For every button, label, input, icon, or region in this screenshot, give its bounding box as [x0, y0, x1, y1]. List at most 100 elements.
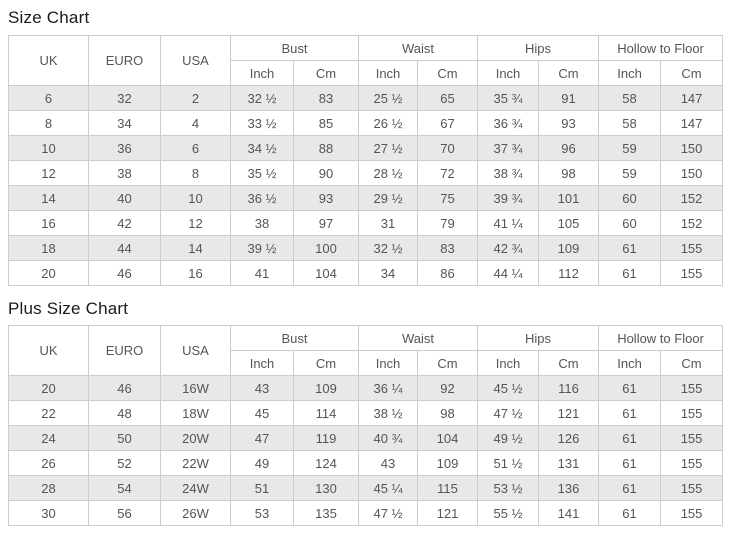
table-cell: 75 — [417, 185, 479, 211]
table-row: 8 34 4 33 ½ 85 26 ½ 67 36 ¾ 93 58 147 — [8, 110, 724, 136]
table-cell: 155 — [660, 450, 724, 476]
table-cell: 155 — [660, 400, 724, 426]
table-cell: 25 ½ — [358, 85, 419, 111]
group-header-bust: Bust — [229, 325, 360, 351]
table-cell: 29 ½ — [358, 185, 419, 211]
table-row: 26 52 22W 49 124 43 109 51 ½ 131 61 155 — [8, 450, 724, 476]
table-cell: 88 — [292, 135, 360, 161]
plus-size-chart-body: 20 46 16W 43 109 36 ¼ 92 45 ½ 116 61 155 22 48 18W 45 1… — [8, 375, 724, 526]
table-cell: 96 — [538, 135, 600, 161]
table-cell: 86 — [417, 260, 479, 286]
table-cell: 36 ½ — [230, 185, 294, 211]
table-cell: 35 ¾ — [477, 85, 540, 111]
table-cell: 112 — [538, 260, 600, 286]
table-cell: 98 — [538, 160, 600, 186]
table-row: 6 32 2 32 ½ 83 25 ½ 65 35 ¾ 91 58 147 — [8, 85, 724, 111]
table-cell: 150 — [660, 160, 724, 186]
table-cell: 45 ½ — [477, 375, 540, 401]
table-cell: 141 — [538, 500, 600, 526]
table-cell: 61 — [598, 260, 662, 286]
plus-size-chart-table: UK EURO USA Bust Waist Hips Hollow to Fl… — [8, 325, 724, 526]
table-cell: 56 — [88, 500, 161, 526]
table-cell: 116 — [538, 375, 600, 401]
table-cell: 126 — [538, 425, 600, 451]
table-cell: 38 — [88, 160, 161, 186]
table-cell: 91 — [538, 85, 600, 111]
table-cell: 60 — [598, 210, 662, 236]
table-cell: 47 ½ — [358, 500, 419, 526]
table-cell: 43 — [230, 375, 294, 401]
unit-header-hollow-inch: Inch — [598, 350, 662, 376]
table-cell: 20W — [160, 425, 231, 451]
table-cell: 26 ½ — [358, 110, 419, 136]
table-cell: 101 — [538, 185, 600, 211]
table-cell: 47 ½ — [477, 400, 540, 426]
unit-header-row: Inch Cm Inch Cm Inch Cm Inch Cm — [9, 60, 724, 86]
table-cell: 50 — [88, 425, 161, 451]
table-cell: 104 — [292, 260, 360, 286]
unit-header-hips-inch: Inch — [477, 350, 540, 376]
table-cell: 53 — [230, 500, 294, 526]
unit-header-bust-inch: Inch — [230, 350, 294, 376]
table-row: 14 40 10 36 ½ 93 29 ½ 75 39 ¾ 101 60 152 — [8, 185, 724, 211]
table-cell: 90 — [292, 160, 360, 186]
unit-header-bust-cm: Cm — [292, 60, 360, 86]
table-cell: 61 — [598, 400, 662, 426]
col-header-euro: EURO — [88, 325, 161, 376]
table-cell: 46 — [88, 260, 161, 286]
table-cell: 22 — [8, 400, 89, 426]
unit-header-bust-inch: Inch — [230, 60, 294, 86]
group-header-row: UK EURO USA Bust Waist Hips Hollow to Fl… — [8, 325, 724, 376]
table-cell: 65 — [417, 85, 479, 111]
table-cell: 20 — [8, 375, 89, 401]
table-row: 30 56 26W 53 135 47 ½ 121 55 ½ 141 61 155 — [8, 500, 724, 526]
table-cell: 43 — [358, 450, 419, 476]
group-header-hips: Hips — [477, 325, 600, 351]
unit-header-hollow-cm: Cm — [660, 350, 724, 376]
table-cell: 47 — [230, 425, 294, 451]
table-cell: 93 — [538, 110, 600, 136]
table-cell: 33 ½ — [230, 110, 294, 136]
table-cell: 6 — [160, 135, 231, 161]
table-cell: 38 ¾ — [477, 160, 540, 186]
table-cell: 104 — [417, 425, 479, 451]
table-cell: 44 — [88, 235, 161, 261]
table-cell: 60 — [598, 185, 662, 211]
table-row: 24 50 20W 47 119 40 ¾ 104 49 ½ 126 61 155 — [8, 425, 724, 451]
table-cell: 36 ¾ — [477, 110, 540, 136]
table-cell: 67 — [417, 110, 479, 136]
table-cell: 24W — [160, 475, 231, 501]
table-row: 12 38 8 35 ½ 90 28 ½ 72 38 ¾ 98 59 150 — [8, 160, 724, 186]
col-header-euro: EURO — [88, 35, 161, 86]
table-cell: 40 — [88, 185, 161, 211]
table-cell: 45 — [230, 400, 294, 426]
table-cell: 45 ¼ — [358, 475, 419, 501]
table-cell: 61 — [598, 235, 662, 261]
table-cell: 36 ¼ — [358, 375, 419, 401]
table-cell: 18W — [160, 400, 231, 426]
table-cell: 32 ½ — [230, 85, 294, 111]
table-cell: 155 — [660, 260, 724, 286]
table-cell: 30 — [8, 500, 89, 526]
table-cell: 150 — [660, 135, 724, 161]
table-cell: 22W — [160, 450, 231, 476]
table-cell: 32 ½ — [358, 235, 419, 261]
table-cell: 42 ¾ — [477, 235, 540, 261]
table-cell: 35 ½ — [230, 160, 294, 186]
table-cell: 49 — [230, 450, 294, 476]
table-cell: 41 — [230, 260, 294, 286]
table-cell: 41 ¼ — [477, 210, 540, 236]
table-cell: 10 — [160, 185, 231, 211]
table-cell: 6 — [8, 85, 89, 111]
table-cell: 18 — [8, 235, 89, 261]
table-cell: 121 — [538, 400, 600, 426]
table-cell: 70 — [417, 135, 479, 161]
table-cell: 20 — [8, 260, 89, 286]
table-cell: 40 ¾ — [358, 425, 419, 451]
table-row: 20 46 16 41 104 34 86 44 ¼ 112 61 155 — [8, 260, 724, 286]
table-cell: 97 — [292, 210, 360, 236]
unit-header-hollow-inch: Inch — [598, 60, 662, 86]
size-chart-title: Size Chart — [8, 8, 90, 27]
group-header-waist: Waist — [358, 35, 479, 61]
table-cell: 135 — [292, 500, 360, 526]
